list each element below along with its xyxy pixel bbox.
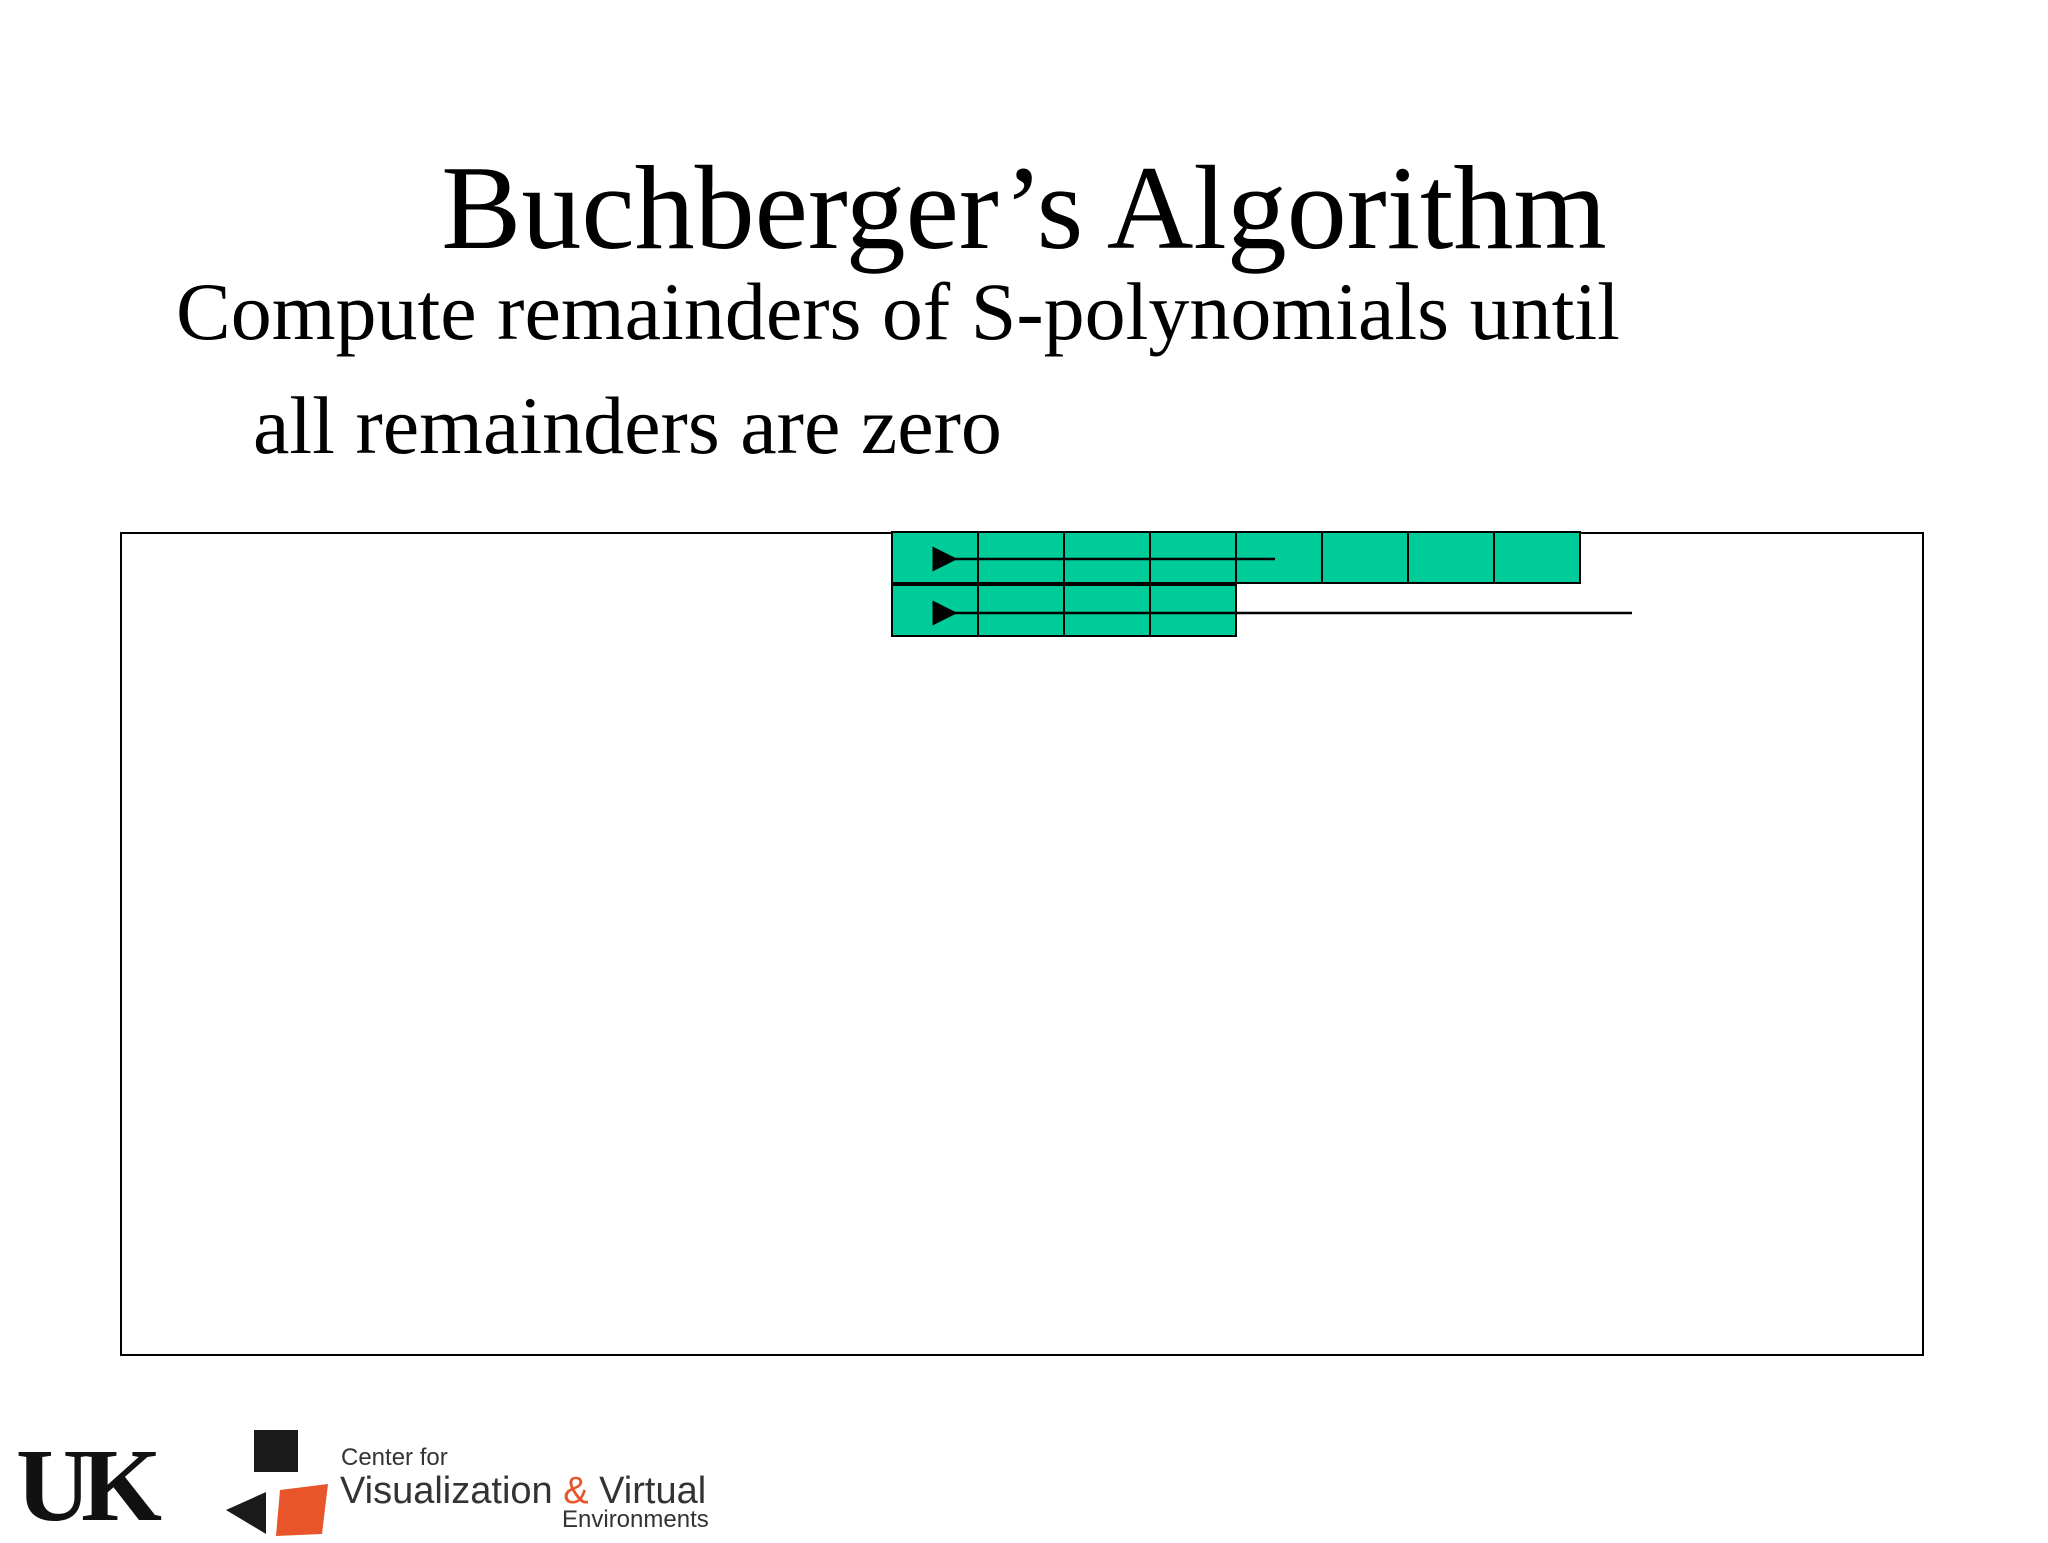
diagram-frame	[120, 532, 1924, 1356]
slide-title: Buchberger’s Algorithm	[441, 141, 1607, 274]
cvve-logo-mark-icon	[226, 1430, 328, 1536]
cvve-text-line-2: Visualization & Virtual	[340, 1472, 709, 1510]
cvve-text-line-1: Center for	[341, 1444, 448, 1471]
uk-logo: UK	[16, 1428, 162, 1543]
footer: UK Center for Visualization & Virtual En…	[0, 1420, 800, 1543]
cvve-text-visualization: Visualization	[340, 1470, 564, 1512]
bullet-text-line-2: all remainders are zero	[253, 380, 1002, 471]
cvve-text-ampersand: &	[563, 1470, 589, 1512]
bullet-text-line-1: Compute remainders of S-polynomials unti…	[176, 266, 1620, 357]
cvve-text-line-3: Environments	[562, 1506, 709, 1533]
cvve-text-virtual: Virtual	[588, 1470, 707, 1512]
cvve-logo-text: Center for Visualization & Virtual Envir…	[340, 1446, 709, 1532]
